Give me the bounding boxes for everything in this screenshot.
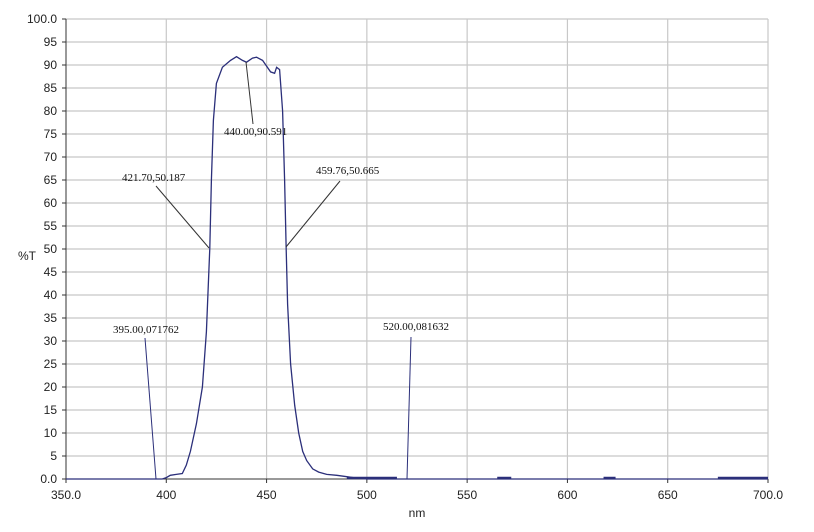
y-tick-label: 35 xyxy=(44,311,58,325)
x-tick-label: 550 xyxy=(457,488,477,502)
x-axis-label: nm xyxy=(409,506,426,520)
grid xyxy=(66,18,769,479)
annotation-leader xyxy=(245,61,254,125)
y-tick-label: 65 xyxy=(44,173,58,187)
y-tick-label: 90 xyxy=(44,58,58,72)
y-tick-label: 50 xyxy=(44,242,58,256)
x-tick-label: 600 xyxy=(557,488,577,502)
y-axis-ticks: 0.0 5 10 15 20 25 30 35 40 45 50 55 60 65 70 75 80 85 90 95… xyxy=(27,12,66,486)
y-axis-label: %T xyxy=(18,249,37,263)
annotation-label: 395.00,071762 xyxy=(113,324,179,336)
y-tick-label: 30 xyxy=(44,334,58,348)
x-tick-label: 350.0 xyxy=(51,488,81,502)
annotation-label: 520.00,081632 xyxy=(383,321,449,333)
annotation-leader xyxy=(406,336,412,480)
transmission-line xyxy=(66,55,768,480)
y-tick-label: 5 xyxy=(50,449,57,463)
y-tick-label: 25 xyxy=(44,357,58,371)
y-tick-label: 10 xyxy=(44,426,58,440)
annotation-leader xyxy=(285,180,341,248)
y-tick-label: 95 xyxy=(44,35,58,49)
y-tick-label: 55 xyxy=(44,219,58,233)
x-tick-label: 650 xyxy=(658,488,678,502)
x-tick-label: 400 xyxy=(156,488,176,502)
annotation-label: 421.70,50.187 xyxy=(122,172,186,184)
y-tick-label: 75 xyxy=(44,127,58,141)
series xyxy=(66,55,768,480)
y-tick-label: 40 xyxy=(44,288,58,302)
y-tick-label: 20 xyxy=(44,380,58,394)
annotation-label: 440.00,90.591 xyxy=(224,126,287,138)
y-tick-label: 100.0 xyxy=(27,12,57,26)
y-tick-label: 45 xyxy=(44,265,58,279)
annotations: 440.00,90.591 421.70,50.187 459.76,50.665 3… xyxy=(113,61,449,480)
x-axis-ticks: 350.0 400 450 500 550 600 650 700.0 xyxy=(51,479,783,502)
annotation-label: 459.76,50.665 xyxy=(316,165,380,177)
x-tick-label: 450 xyxy=(257,488,277,502)
x-tick-label: 500 xyxy=(357,488,377,502)
annotation-leader xyxy=(155,185,210,249)
x-tick-label: 700.0 xyxy=(753,488,783,502)
y-tick-label: 85 xyxy=(44,81,58,95)
annotation-leader xyxy=(144,337,157,480)
y-tick-label: 15 xyxy=(44,403,58,417)
y-tick-label: 70 xyxy=(44,150,58,164)
y-tick-label: 80 xyxy=(44,104,58,118)
y-tick-label: 0.0 xyxy=(40,472,57,486)
y-tick-label: 60 xyxy=(44,196,58,210)
